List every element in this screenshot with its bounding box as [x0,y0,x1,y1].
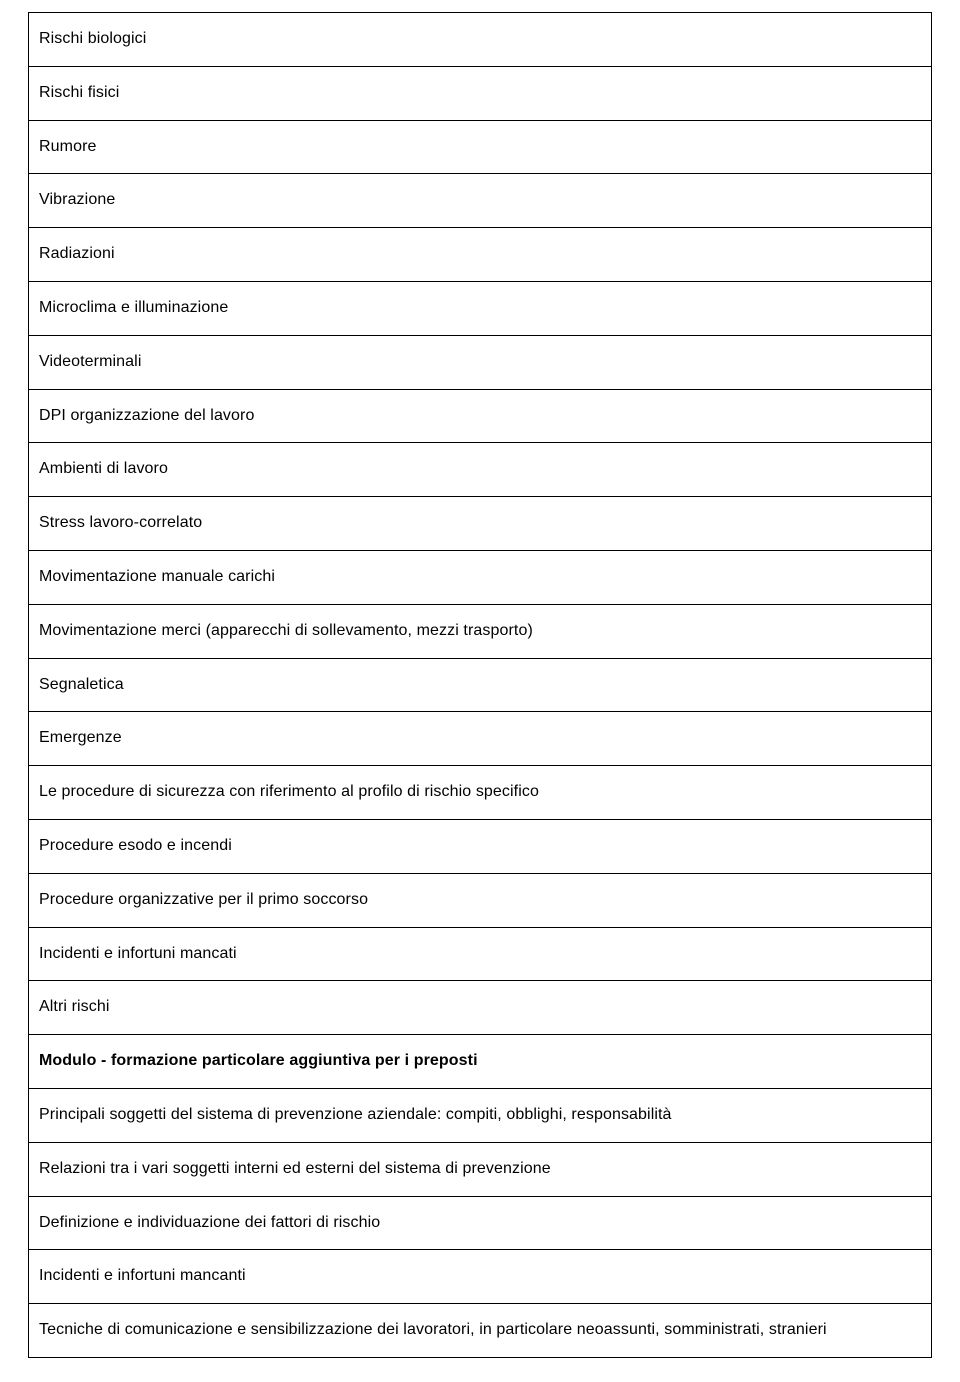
table-cell: Altri rischi [29,981,932,1035]
table-row: Emergenze [29,712,932,766]
cell-text: Modulo - formazione particolare aggiunti… [39,1049,921,1074]
table-cell: Stress lavoro-correlato [29,497,932,551]
cell-text: Tecniche di comunicazione e sensibilizza… [39,1318,921,1343]
table-cell: Incidenti e infortuni mancati [29,927,932,981]
table-row: Le procedure di sicurezza con riferiment… [29,766,932,820]
cell-text: Definizione e individuazione dei fattori… [39,1211,921,1236]
table-row: Modulo - formazione particolare aggiunti… [29,1035,932,1089]
table-row: Microclima e illuminazione [29,281,932,335]
table-row: Movimentazione merci (apparecchi di soll… [29,604,932,658]
cell-text: Segnaletica [39,673,921,698]
table-row: Altri rischi [29,981,932,1035]
cell-text: Rumore [39,135,921,160]
table-cell: Procedure esodo e incendi [29,819,932,873]
table-cell: Emergenze [29,712,932,766]
table-cell: Segnaletica [29,658,932,712]
document-page: Rischi biologici Rischi fisici Rumore Vibra… [0,0,960,1382]
table-cell: Incidenti e infortuni mancanti [29,1250,932,1304]
cell-text: Rischi fisici [39,81,921,106]
table-row: Tecniche di comunicazione e sensibilizza… [29,1304,932,1358]
table-row: Incidenti e infortuni mancati [29,927,932,981]
cell-text: Incidenti e infortuni mancati [39,942,921,967]
table-cell: DPI organizzazione del lavoro [29,389,932,443]
cell-text: Vibrazione [39,188,921,213]
table-cell: Tecniche di comunicazione e sensibilizza… [29,1304,932,1358]
table-row: Rischi fisici [29,66,932,120]
cell-text: Emergenze [39,726,921,751]
cell-text: Le procedure di sicurezza con riferiment… [39,780,921,805]
table-cell: Rumore [29,120,932,174]
cell-text: Ambienti di lavoro [39,457,921,482]
table-cell: Vibrazione [29,174,932,228]
cell-text: Videoterminali [39,350,921,375]
cell-text: Principali soggetti del sistema di preve… [39,1103,921,1128]
cell-text: Rischi biologici [39,27,921,52]
table-cell: Microclima e illuminazione [29,281,932,335]
cell-text: Stress lavoro-correlato [39,511,921,536]
table-row: Movimentazione manuale carichi [29,550,932,604]
table-row: Relazioni tra i vari soggetti interni ed… [29,1142,932,1196]
table-row: Rischi biologici [29,13,932,67]
table-cell: Movimentazione manuale carichi [29,550,932,604]
risks-table: Rischi biologici Rischi fisici Rumore Vibra… [28,12,932,1358]
table-row: Vibrazione [29,174,932,228]
table-row: Procedure esodo e incendi [29,819,932,873]
table-row: Videoterminali [29,335,932,389]
table-cell: Principali soggetti del sistema di preve… [29,1088,932,1142]
table-cell: Definizione e individuazione dei fattori… [29,1196,932,1250]
table-cell: Radiazioni [29,228,932,282]
table-row: Principali soggetti del sistema di preve… [29,1088,932,1142]
cell-text: Procedure organizzative per il primo soc… [39,888,921,913]
cell-text: Procedure esodo e incendi [39,834,921,859]
risks-table-body: Rischi biologici Rischi fisici Rumore Vibra… [29,13,932,1358]
cell-text: Incidenti e infortuni mancanti [39,1264,921,1289]
table-row: Rumore [29,120,932,174]
table-row: Radiazioni [29,228,932,282]
table-row: Incidenti e infortuni mancanti [29,1250,932,1304]
table-cell: Relazioni tra i vari soggetti interni ed… [29,1142,932,1196]
table-row: Stress lavoro-correlato [29,497,932,551]
table-cell: Le procedure di sicurezza con riferiment… [29,766,932,820]
table-cell: Procedure organizzative per il primo soc… [29,873,932,927]
cell-text: Movimentazione manuale carichi [39,565,921,590]
table-row: Ambienti di lavoro [29,443,932,497]
table-row: Procedure organizzative per il primo soc… [29,873,932,927]
cell-text: Movimentazione merci (apparecchi di soll… [39,619,921,644]
table-cell: Videoterminali [29,335,932,389]
table-cell: Rischi biologici [29,13,932,67]
cell-text: Relazioni tra i vari soggetti interni ed… [39,1157,921,1182]
table-row: Segnaletica [29,658,932,712]
cell-text: Radiazioni [39,242,921,267]
table-cell: Modulo - formazione particolare aggiunti… [29,1035,932,1089]
table-cell: Movimentazione merci (apparecchi di soll… [29,604,932,658]
cell-text: Microclima e illuminazione [39,296,921,321]
cell-text: Altri rischi [39,995,921,1020]
table-cell: Ambienti di lavoro [29,443,932,497]
table-cell: Rischi fisici [29,66,932,120]
cell-text: DPI organizzazione del lavoro [39,404,921,429]
table-row: DPI organizzazione del lavoro [29,389,932,443]
table-row: Definizione e individuazione dei fattori… [29,1196,932,1250]
